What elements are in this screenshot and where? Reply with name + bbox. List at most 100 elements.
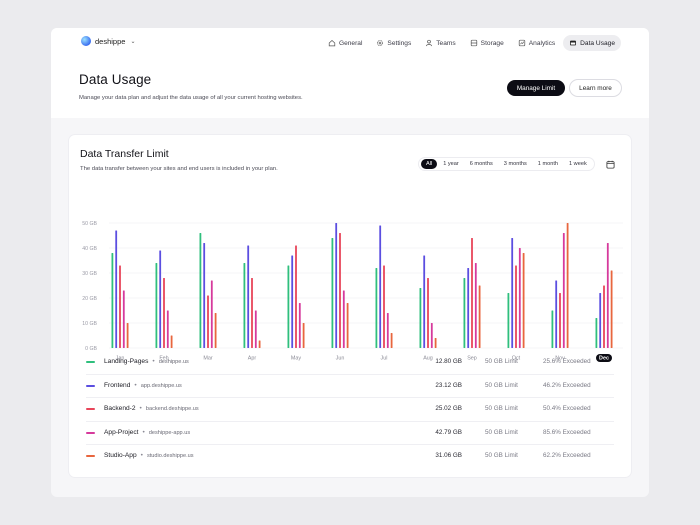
site-name: Studio-App [104, 452, 137, 459]
chart-bar [463, 278, 466, 348]
user-icon [426, 39, 433, 47]
nav-label: Teams [436, 39, 456, 47]
chart-bar [518, 248, 521, 348]
range-all[interactable]: All [421, 159, 438, 169]
page-header: Data Usage Manage your data plan and adj… [51, 58, 649, 118]
site-exceeded: 50.4% Exceeded [543, 405, 591, 412]
site-exceeded: 62.2% Exceeded [543, 452, 591, 459]
site-usage: 31.06 GB [435, 452, 462, 459]
workspace-switcher[interactable]: deshippe ⌄ [81, 36, 135, 46]
chart-bar [339, 233, 341, 348]
series-swatch [86, 431, 95, 434]
chart-bar [199, 233, 202, 348]
calendar-icon[interactable] [606, 160, 615, 169]
nav-item-teams[interactable]: Teams [419, 35, 461, 51]
nav-item-data-usage[interactable]: Data Usage [563, 35, 621, 51]
nav-label: Data Usage [580, 39, 615, 47]
chart-bar [207, 295, 209, 348]
chart-bar [427, 278, 429, 348]
chart-bar [434, 338, 437, 348]
nav-item-settings[interactable]: Settings [370, 35, 417, 51]
chart-bar [115, 230, 118, 348]
y-tick-label: 50 GB [82, 221, 97, 227]
y-tick-label: 30 GB [82, 271, 97, 277]
main-nav: General Settings Teams Storage Analytics… [322, 35, 621, 51]
site-usage: 25.02 GB [435, 405, 462, 412]
chart-bar [379, 225, 382, 348]
series-swatch [86, 384, 95, 387]
range-1-week[interactable]: 1 week [569, 161, 587, 167]
site-limit: 50 GB Limit [485, 428, 518, 436]
chart-bar [562, 233, 565, 348]
nav-label: Storage [480, 39, 504, 47]
chart-bar [595, 318, 598, 348]
gear-icon [377, 40, 384, 46]
site-usage-list: Landing-Pages • deshippe.us 12.80 GB 50 GB… [86, 351, 614, 469]
analytics-icon [518, 39, 525, 47]
data-transfer-card: Data Transfer Limit The data transfer be… [69, 135, 631, 477]
manage-limit-button[interactable]: Manage Limit [507, 80, 565, 96]
learn-more-button[interactable]: Learn more [569, 79, 622, 97]
site-usage: 23.12 GB [435, 381, 462, 389]
list-item[interactable]: Landing-Pages • deshippe.us 12.80 GB 50 GB… [86, 351, 614, 375]
chart-bar [254, 310, 257, 348]
series-swatch [86, 455, 95, 457]
chart-bar [383, 265, 385, 348]
chart-bar [122, 290, 125, 348]
list-item[interactable]: Backend-2 • backend.deshippe.us 25.02 GB 5… [86, 398, 614, 422]
card-title: Data Transfer Limit [80, 148, 169, 160]
site-url: backend.deshippe.us [145, 406, 199, 412]
time-range-selector: All 1 year 6 months 3 months 1 month 1 w… [418, 157, 595, 171]
data-usage-icon [570, 40, 577, 46]
site-limit: 50 GB Limit [485, 452, 518, 459]
site-url: app.deshippe.us [140, 382, 182, 389]
chart-bar [159, 250, 162, 348]
list-item[interactable]: App-Project • deshippe-app.us 42.79 GB 50 … [86, 422, 614, 445]
site-limit: 50 GB Limit [485, 358, 518, 365]
chart-bar [423, 255, 426, 348]
nav-label: General [338, 39, 363, 47]
chart-bar [163, 278, 165, 348]
chart-bar [551, 310, 554, 348]
range-3-months[interactable]: 3 months [503, 161, 527, 167]
site-limit: 50 GB Limit [485, 381, 518, 389]
chart-bar [295, 245, 297, 348]
chart-bar [555, 280, 558, 348]
chart-bar [511, 238, 514, 348]
range-1-month[interactable]: 1 month [537, 161, 559, 167]
range-6-months[interactable]: 6 months [469, 161, 493, 167]
brand-logo-icon [81, 36, 91, 46]
chart-bar [119, 265, 121, 348]
range-1-year[interactable]: 1 year [443, 161, 459, 167]
nav-item-analytics[interactable]: Analytics [512, 35, 561, 51]
list-item[interactable]: Studio-App • studio.deshippe.us 31.06 GB 5… [86, 445, 614, 469]
nav-item-storage[interactable]: Storage [464, 35, 510, 51]
chart-bar [467, 268, 470, 348]
y-tick-label: 10 GB [82, 321, 97, 327]
chart-bar [430, 323, 433, 348]
nav-item-general[interactable]: General [322, 35, 368, 51]
app-frame: deshippe ⌄ General Settings Teams Storag… [51, 28, 649, 497]
chart-bar [331, 238, 334, 348]
storage-icon [470, 39, 477, 47]
chart-bar [287, 265, 290, 348]
nav-label: Settings [387, 39, 412, 47]
nav-label: Analytics [528, 39, 556, 47]
chart-bar [606, 243, 609, 348]
chart-bar [298, 303, 301, 348]
site-url: deshippe.us [158, 359, 189, 365]
chart-bar [170, 335, 173, 348]
chart-bar [471, 238, 473, 348]
site-url: deshippe-app.us [148, 429, 191, 436]
chart-bar [419, 288, 422, 348]
list-item[interactable]: Frontend • app.deshippe.us 23.12 GB 50 GB … [86, 375, 614, 398]
site-exceeded: 85.6% Exceeded [543, 428, 591, 436]
chart-bar [155, 263, 158, 348]
chart-bar [335, 223, 338, 348]
chart-bar [247, 245, 250, 348]
chart-bar [603, 285, 605, 348]
site-url: studio.deshippe.us [146, 453, 194, 459]
site-exceeded: 46.2% Exceeded [543, 381, 591, 389]
chart-bar [214, 313, 217, 348]
chart-bar [126, 323, 129, 348]
